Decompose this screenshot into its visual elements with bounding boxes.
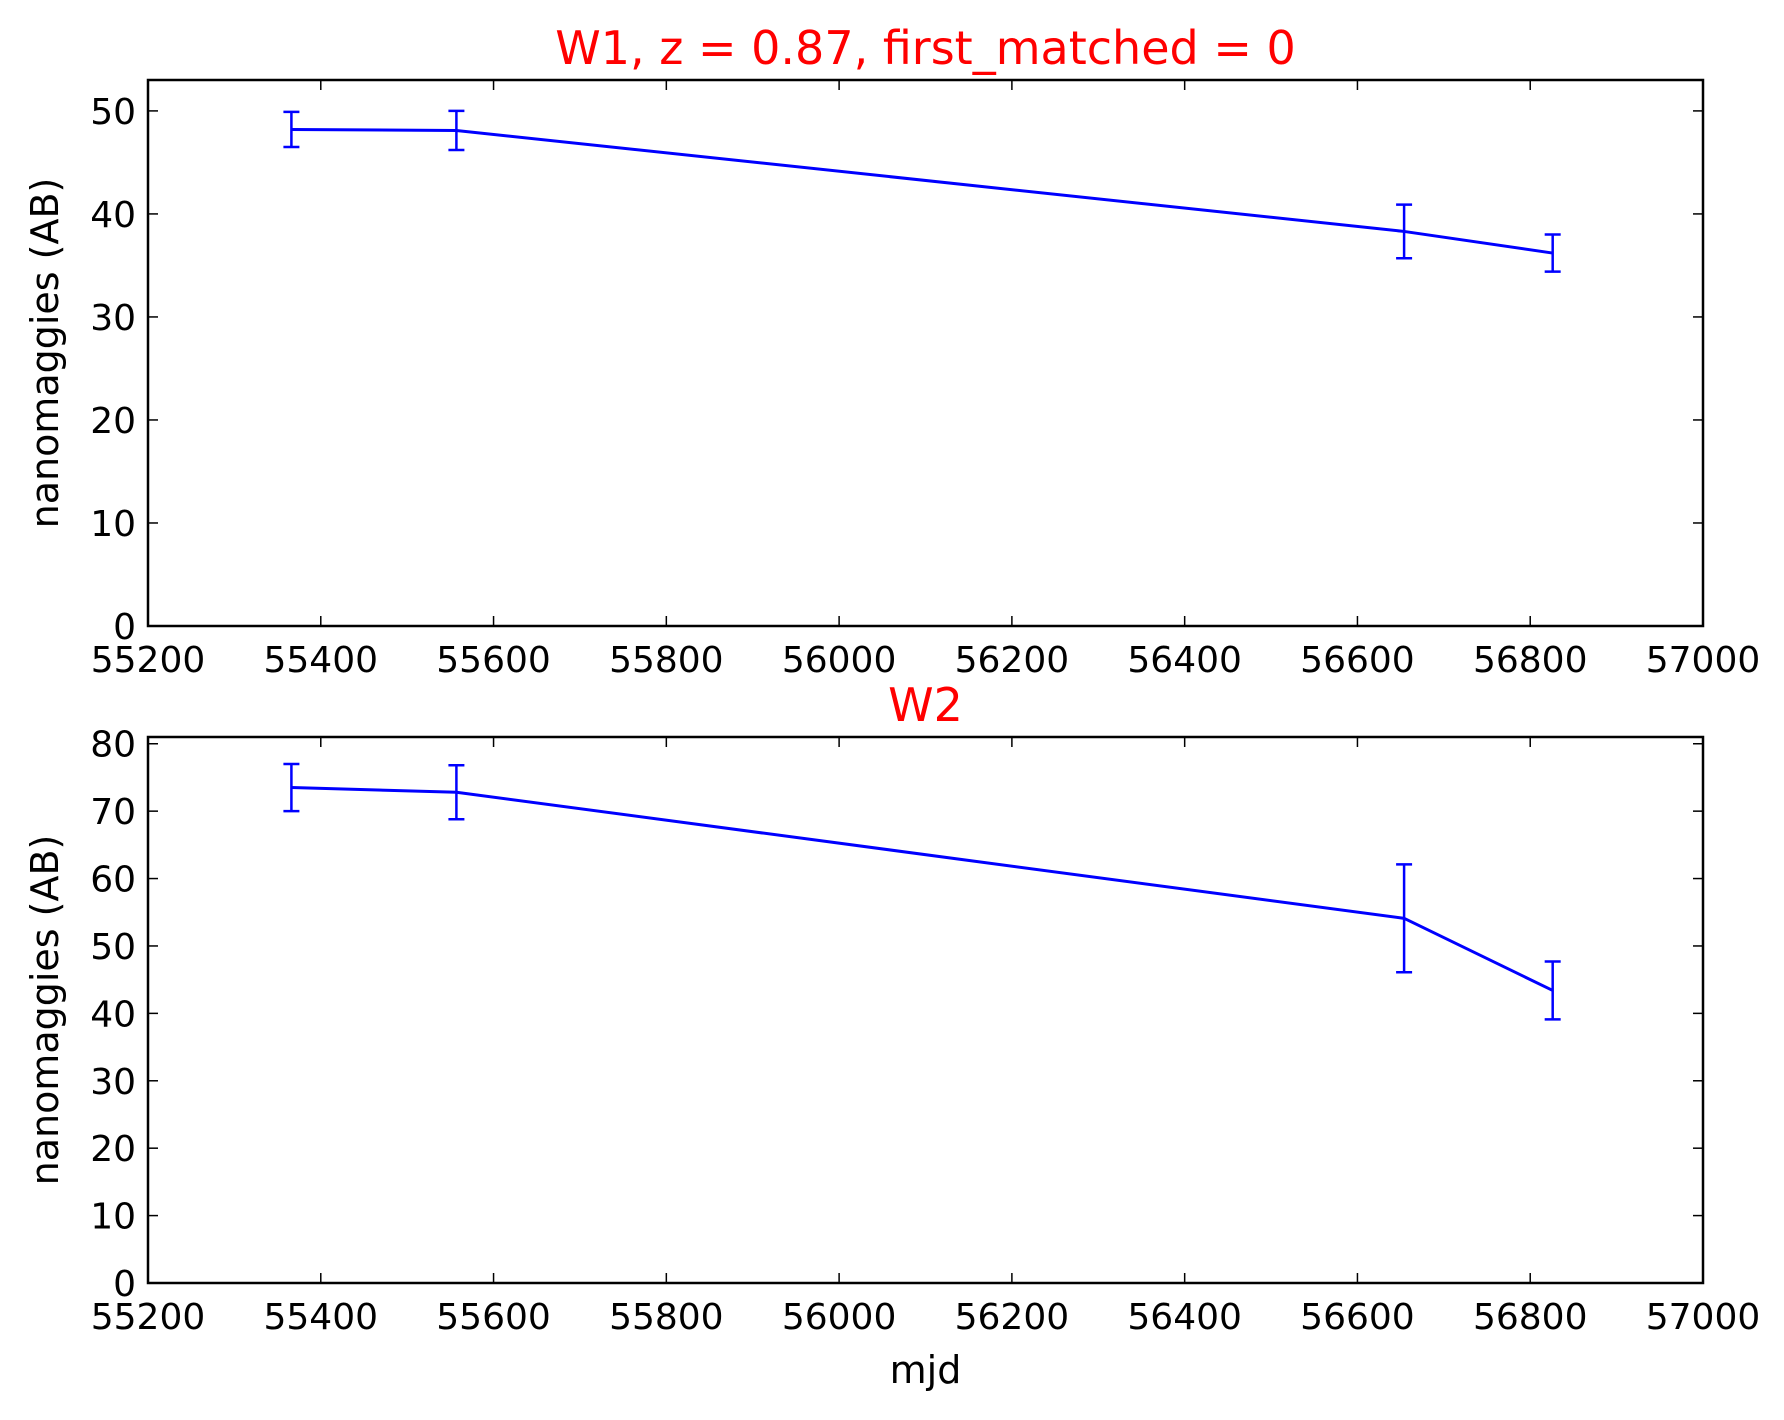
y-tick-label: 30 [90, 1062, 136, 1103]
y-tick-label: 20 [90, 401, 136, 442]
chart-panel-2: 55200 55400 55600 55800 56000 56200 56400 56600… [23, 678, 1760, 1392]
y-tick-label: 20 [90, 1129, 136, 1170]
x-tick-label: 55400 [264, 640, 379, 681]
x-tick-label: 56800 [1473, 640, 1588, 681]
y-tick-label: 0 [113, 607, 136, 648]
x-tick-label: 56000 [782, 640, 897, 681]
x-tick-label: 56600 [1300, 1297, 1415, 1338]
y-tick-label: 10 [90, 1197, 136, 1238]
x-tick-label: 56400 [1127, 1297, 1242, 1338]
y-tick-label: 70 [90, 792, 136, 833]
chart-panel-1: 55200 55400 55600 55800 56000 56200 56400 56600… [23, 21, 1760, 681]
x-tick-label: 55400 [264, 1297, 379, 1338]
x-tick-label: 55200 [91, 1297, 206, 1338]
y-tick-label: 40 [90, 994, 136, 1035]
y-tick-label: 10 [90, 504, 136, 545]
y-tick-label: 80 [90, 725, 136, 766]
x-axis-label: mjd [890, 1348, 962, 1392]
x-tick-label: 56200 [955, 640, 1070, 681]
y-tick-label: 30 [90, 298, 136, 339]
y-tick-label: 50 [90, 927, 136, 968]
x-tick-label: 57000 [1646, 1297, 1761, 1338]
x-tick-label: 55200 [91, 640, 206, 681]
y-tick-label: 50 [90, 92, 136, 133]
series-line [291, 127, 1553, 255]
y-tick-label: 60 [90, 860, 136, 901]
y-tick-label: 40 [90, 195, 136, 236]
x-tick-label: 56000 [782, 1297, 897, 1338]
x-tick-label: 55800 [609, 640, 724, 681]
x-tick-label: 55800 [609, 1297, 724, 1338]
y-axis-label: nanomaggies (AB) [23, 835, 67, 1186]
x-tick-label: 56600 [1300, 640, 1415, 681]
series-line [291, 786, 1554, 992]
x-tick-label: 57000 [1646, 640, 1761, 681]
x-tick-label: 56200 [955, 1297, 1070, 1338]
plot-frame [146, 735, 1705, 1285]
y-axis-label: nanomaggies (AB) [23, 178, 67, 529]
x-tick-label: 55600 [436, 1297, 551, 1338]
chart-title: W2 [888, 678, 963, 732]
x-tick-label: 55600 [436, 640, 551, 681]
chart-title: W1, z = 0.87, first_matched = 0 [555, 21, 1296, 75]
plot-frame [146, 78, 1705, 628]
y-tick-label: 0 [113, 1264, 136, 1305]
x-tick-label: 56400 [1127, 640, 1242, 681]
x-tick-label: 56800 [1473, 1297, 1588, 1338]
